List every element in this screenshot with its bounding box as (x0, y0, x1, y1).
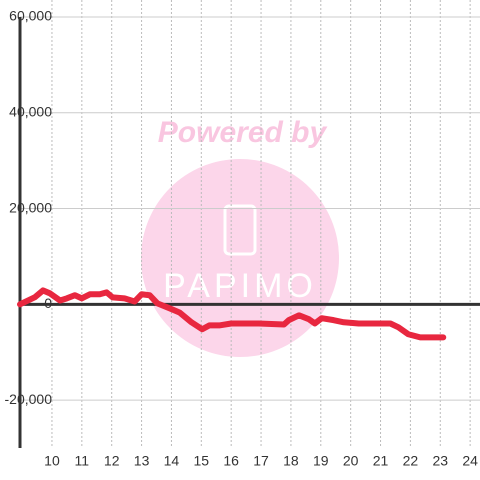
watermark-icon (223, 204, 257, 256)
y-tick-label: 20,000 (9, 199, 52, 215)
y-tick-label: 0 (44, 295, 52, 311)
x-tick-label: 18 (283, 453, 299, 469)
x-tick-label: 20 (343, 453, 359, 469)
x-tick-label: 14 (164, 453, 180, 469)
x-tick-label: 10 (44, 453, 60, 469)
line (17, 287, 447, 341)
watermark-text: Powered by (158, 116, 328, 149)
y-tick-label: -20,000 (5, 391, 53, 407)
x-tick-label: 16 (223, 453, 239, 469)
x-tick-label: 17 (253, 453, 269, 469)
x-tick-label: 24 (462, 453, 478, 469)
y-tick-label: 40,000 (9, 103, 52, 119)
x-tick-label: 15 (194, 453, 210, 469)
x-tick-label: 12 (104, 453, 120, 469)
x-tick-label: 13 (134, 453, 150, 469)
watermark-logo: PAPIMO (163, 267, 317, 305)
x-tick-label: 19 (313, 453, 329, 469)
y-tick-label: 60,000 (9, 8, 52, 24)
x-tick-label: 22 (403, 453, 419, 469)
x-tick-label: 11 (75, 453, 90, 469)
x-tick-label: 23 (432, 453, 448, 469)
watermark-circle (141, 159, 339, 357)
x-tick-label: 21 (373, 453, 389, 469)
